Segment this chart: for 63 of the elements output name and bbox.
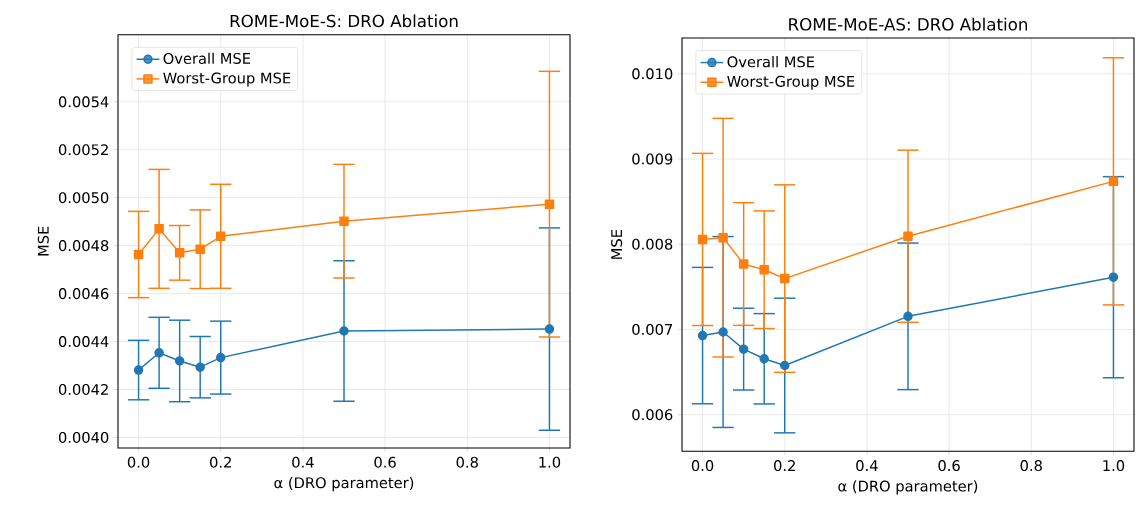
legend-label: Worst-Group MSE bbox=[163, 72, 291, 87]
point bbox=[174, 248, 185, 258]
point bbox=[133, 249, 144, 260]
legend-label: Overall MSE bbox=[727, 55, 815, 68]
x-tick-label: 0.6 bbox=[374, 456, 396, 468]
x-tick-label: 0.6 bbox=[938, 460, 960, 472]
point bbox=[738, 344, 749, 354]
point bbox=[154, 348, 164, 358]
point bbox=[697, 330, 708, 341]
point bbox=[718, 232, 728, 243]
x-tick-label: 1.0 bbox=[539, 456, 561, 468]
point bbox=[544, 324, 555, 334]
y-tick-label: 0.0040 bbox=[58, 431, 109, 443]
point bbox=[718, 327, 728, 337]
point bbox=[738, 259, 749, 269]
y-tick-label: 0.0044 bbox=[58, 336, 109, 348]
point bbox=[339, 216, 349, 226]
point bbox=[544, 199, 555, 209]
y-tick-label: 0.0050 bbox=[58, 192, 109, 204]
y-axis-title: MSE bbox=[37, 226, 49, 256]
x-axis-title: α (DRO parameter) bbox=[274, 476, 414, 492]
point bbox=[759, 354, 769, 364]
point bbox=[1108, 272, 1119, 282]
point bbox=[195, 362, 205, 372]
point bbox=[903, 231, 913, 241]
y-axis-title: MSE bbox=[611, 229, 623, 259]
point bbox=[779, 360, 790, 371]
y-tick-label: 0.008 bbox=[632, 238, 673, 250]
x-tick-label: 0.4 bbox=[292, 456, 314, 468]
y-tick-label: 0.0054 bbox=[58, 96, 109, 108]
point bbox=[195, 244, 205, 254]
y-tick-label: 0.0052 bbox=[58, 144, 108, 156]
x-tick-label: 0.2 bbox=[210, 456, 231, 468]
x-tick-label: 0.2 bbox=[774, 460, 795, 472]
point bbox=[339, 326, 349, 336]
y-tick-label: 0.007 bbox=[632, 323, 673, 335]
y-tick-label: 0.0046 bbox=[58, 288, 109, 300]
point bbox=[174, 356, 185, 366]
legend-label: Worst-Group MSE bbox=[727, 75, 855, 90]
y-tick-label: 0.006 bbox=[632, 409, 673, 421]
legend-label: Overall MSE bbox=[163, 52, 251, 65]
x-tick-label: 0.0 bbox=[127, 456, 150, 468]
x-tick-label: 0.0 bbox=[691, 460, 714, 472]
point bbox=[1108, 176, 1119, 187]
x-tick-label: 0.8 bbox=[456, 456, 478, 468]
point bbox=[903, 311, 913, 322]
point bbox=[759, 264, 769, 275]
y-tick-label: 0.0042 bbox=[58, 383, 108, 396]
x-tick-label: 1.0 bbox=[1103, 460, 1125, 472]
point bbox=[779, 273, 790, 284]
chart-title: ROME-MoE-AS: DRO Ablation bbox=[789, 17, 1028, 31]
y-tick-label: 0.010 bbox=[632, 68, 673, 80]
point bbox=[697, 234, 708, 245]
x-tick-label: 0.4 bbox=[856, 460, 878, 472]
y-tick-label: 0.0048 bbox=[58, 240, 109, 252]
point bbox=[154, 224, 164, 234]
point bbox=[216, 352, 226, 363]
chart-title: ROME-MoE-S: DRO Ablation bbox=[230, 14, 458, 28]
point bbox=[216, 231, 226, 242]
y-tick-label: 0.009 bbox=[632, 153, 673, 165]
x-axis-title: α (DRO parameter) bbox=[838, 480, 978, 495]
point bbox=[133, 365, 144, 375]
x-tick-label: 0.8 bbox=[1020, 460, 1042, 472]
